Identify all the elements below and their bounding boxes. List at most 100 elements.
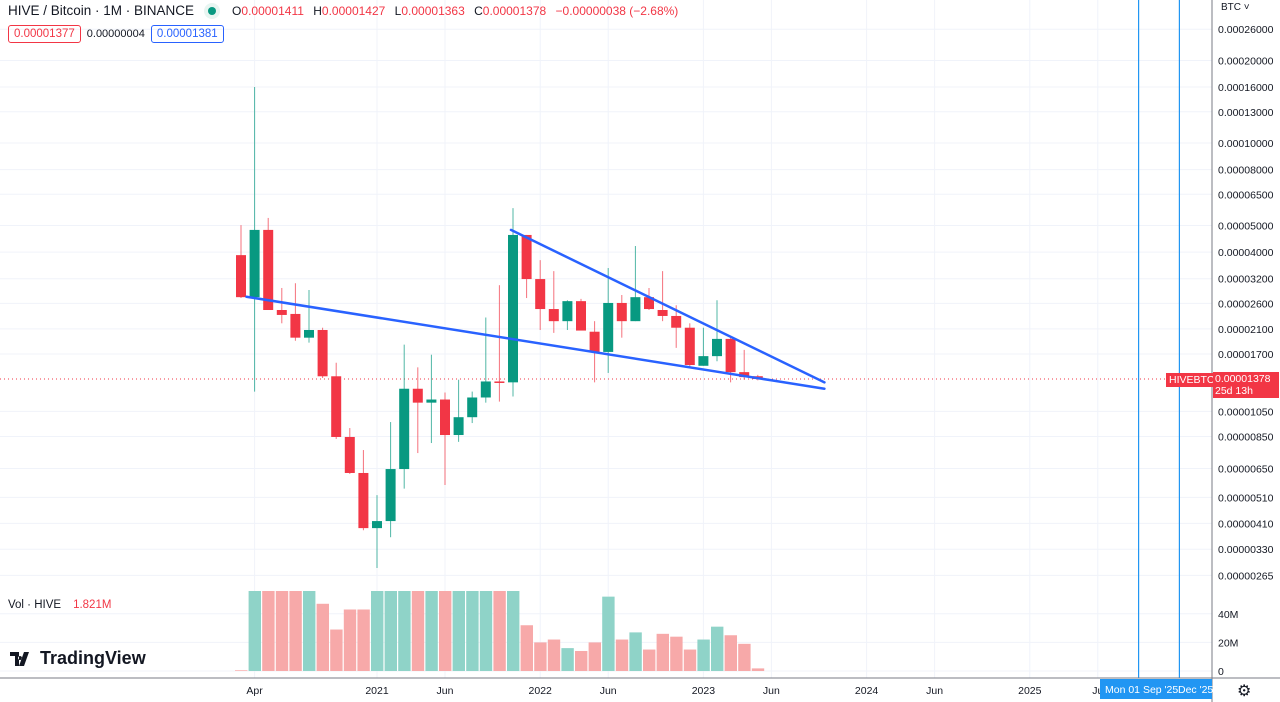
candle-body (657, 310, 668, 316)
volume-bar (439, 591, 452, 671)
volume-bar (629, 632, 642, 671)
open-value: 0.00001411 (241, 3, 304, 18)
close-value: 0.00001378 (482, 3, 547, 18)
volume-bar (330, 629, 343, 671)
time-tick-label: Ju (1092, 685, 1103, 697)
volume-bar (452, 591, 465, 671)
price-tick-label: 0.00000510 (1218, 492, 1274, 504)
price-tick-label: 0.00000850 (1218, 432, 1274, 444)
time-tick-label: Jun (437, 685, 454, 697)
volume-bar (588, 642, 601, 671)
candle-body (304, 329, 314, 338)
volume-tick-label: 20M (1218, 637, 1238, 649)
volume-bar (738, 643, 751, 671)
volume-bar (507, 591, 520, 671)
candle-body (263, 229, 274, 311)
candle-body (331, 376, 342, 437)
candle-body (385, 469, 396, 522)
volume-bar (520, 625, 533, 671)
volume-bar (289, 591, 302, 671)
candle-body (317, 329, 328, 377)
volume-bar (466, 591, 479, 671)
crosshair-date-label-2: Dec '25 (1178, 684, 1213, 696)
candle-body (358, 472, 369, 529)
volume-bar (670, 636, 683, 671)
candle-body (616, 302, 627, 322)
volume-bar (711, 626, 724, 671)
ohlc-values: O0.00001411 H0.00001427 L0.00001363 C0.0… (232, 3, 679, 18)
candle-body (440, 399, 450, 436)
volume-bar (656, 633, 669, 671)
candle-body (344, 436, 355, 473)
tradingview-logo[interactable]: TradingView (10, 648, 146, 669)
candle-body (671, 315, 682, 328)
candle-body (576, 301, 586, 331)
volume-bar (751, 668, 765, 671)
volume-bar (371, 591, 384, 671)
price-tick-label: 0.00000650 (1218, 463, 1274, 475)
volume-bar (398, 591, 411, 671)
volume-bar (384, 591, 397, 671)
candle-body (684, 327, 695, 366)
price-tick-label: 0.00016000 (1218, 82, 1274, 94)
price-tick-label: 0.00005000 (1218, 221, 1274, 233)
price-axis[interactable] (1212, 0, 1280, 702)
volume-bar (615, 639, 629, 671)
volume-bar (235, 670, 248, 671)
trendline-lower[interactable] (245, 295, 826, 390)
trendline-upper[interactable] (509, 228, 826, 384)
price-tick-label: 0.00004000 (1218, 247, 1274, 259)
time-tick-label: Apr (246, 685, 263, 697)
candle-body (521, 234, 532, 280)
volume-bar (316, 603, 329, 671)
settings-gear-icon[interactable]: ⚙ (1237, 683, 1252, 700)
volume-bar (262, 591, 275, 671)
candle-body (372, 521, 382, 529)
candle-body (412, 388, 423, 403)
bid-ask-row: 0.00001377 0.00000004 0.00001381 (8, 25, 224, 43)
tradingview-logo-icon (10, 651, 29, 666)
price-tick-label: 0.00000265 (1218, 570, 1274, 582)
volume-bar (343, 609, 357, 671)
volume-bar (575, 650, 588, 671)
time-tick-label: Jun (600, 685, 617, 697)
volume-value: 1.821M (73, 599, 112, 611)
price-tick-label: 0.00002100 (1218, 324, 1274, 336)
volume-bar (724, 635, 737, 671)
volume-bar (683, 649, 697, 671)
bar-countdown: 25d 13h (1215, 385, 1253, 397)
volume-bar (534, 642, 547, 671)
candle-body (480, 381, 491, 398)
volume-bar (493, 591, 506, 671)
candle-body (426, 399, 437, 403)
price-tick-label: 0.00003200 (1218, 274, 1274, 286)
volume-bar (357, 609, 370, 671)
spread-value: 0.00000004 (86, 28, 145, 40)
volume-tick-label: 0 (1218, 666, 1224, 678)
price-tick-label: 0.00002600 (1218, 298, 1274, 310)
time-tick-label: Jun (926, 685, 943, 697)
volume-legend: Vol · HIVE 1.821M (8, 599, 111, 611)
buy-button[interactable]: 0.00001381 (150, 25, 224, 43)
time-tick-label: 2022 (529, 685, 553, 697)
volume-label[interactable]: Vol · HIVE (8, 599, 62, 611)
symbol-title[interactable]: HIVE / Bitcoin · 1M · BINANCE (8, 3, 195, 18)
change-value: −0.00000038 (−2.68%) (555, 3, 679, 18)
currency-dropdown[interactable]: BTC ˅ (1221, 2, 1250, 13)
price-tick-label: 0.00006500 (1218, 189, 1274, 201)
low-value: 0.00001363 (401, 3, 465, 18)
volume-bar (411, 591, 425, 671)
time-tick-label: Jun (763, 685, 780, 697)
volume-bar (643, 649, 656, 671)
candle-body (290, 313, 301, 338)
market-status-icon (208, 6, 217, 15)
candle-body (644, 297, 654, 310)
candle-body (562, 301, 573, 322)
candle-body (467, 397, 478, 418)
price-tick-label: 0.00013000 (1218, 107, 1274, 119)
candle-body (249, 229, 260, 298)
sell-button[interactable]: 0.00001377 (8, 25, 81, 43)
candle-body (630, 297, 641, 322)
last-price-label: 0.00001378 25d 13h (1213, 372, 1279, 398)
